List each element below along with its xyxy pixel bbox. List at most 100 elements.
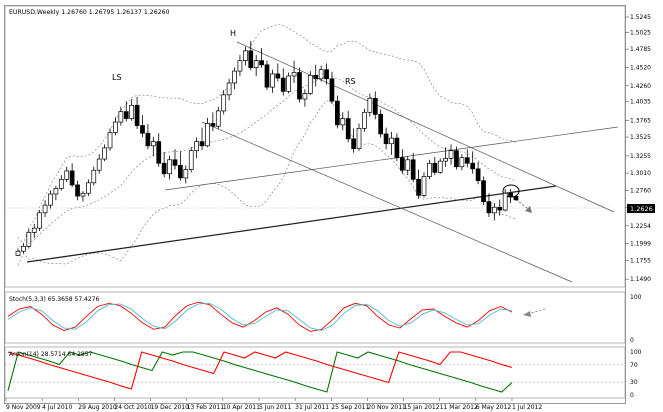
date-tick-label: 4 Jul 2010 — [42, 404, 72, 411]
candle — [232, 67, 237, 90]
trendline — [26, 185, 557, 263]
candle — [427, 159, 432, 180]
price-tick-label: 1.3765 — [630, 117, 651, 124]
candle — [242, 46, 248, 66]
price-tick-label: 1.5245 — [630, 14, 651, 21]
candle — [226, 78, 232, 101]
candle — [178, 151, 183, 181]
aroon-panel: Aroon(14) 28.5714 64.2857 100 70 30 0 — [4, 346, 642, 399]
date-tick-label: 1 Jul 2012 — [512, 404, 542, 411]
date-tick-label: 13 Feb 2011 — [187, 404, 225, 411]
candle — [118, 106, 124, 126]
dashed-arrow-head — [525, 206, 532, 213]
aroon-tick-label: 0 — [630, 392, 634, 399]
price-tick-label: 1.5025 — [630, 29, 651, 36]
candle — [394, 133, 400, 162]
candle — [416, 169, 421, 199]
candle — [481, 176, 486, 206]
price-tick-label: 1.2254 — [630, 223, 651, 230]
candle — [307, 71, 313, 95]
ellipse — [502, 184, 520, 198]
candle — [26, 228, 32, 249]
aroon-tick-label: 30 — [630, 379, 638, 386]
candle — [318, 65, 324, 82]
stoch-axis: 100 0 — [630, 294, 642, 344]
candle — [37, 210, 43, 231]
price-tick-label: 1.2760 — [630, 187, 651, 194]
price-tick-label: 1.1999 — [630, 241, 651, 248]
candle — [58, 175, 64, 191]
candle — [367, 93, 373, 117]
stoch-arrow-head — [523, 311, 531, 317]
candle — [259, 48, 264, 68]
candle — [75, 180, 80, 201]
price-axis: 1.5245 1.5025 1.4785 1.4520 1.4260 1.4035 1.37… — [625, 14, 651, 283]
candle — [123, 101, 129, 122]
stoch-title: Stoch(5,3,3) 65.3658 57.4276 — [9, 296, 100, 303]
price-tick-label: 1.3525 — [630, 134, 651, 141]
candle — [508, 189, 513, 204]
candle — [459, 154, 465, 171]
candlestick-series — [15, 41, 519, 257]
candle — [351, 128, 356, 153]
candle — [221, 89, 227, 115]
bb-middle — [17, 76, 517, 252]
candle — [53, 185, 59, 201]
stochastic-panel: Stoch(5,3,3) 65.3658 57.4276 100 0 — [4, 291, 642, 344]
price-tick-label: 1.4785 — [630, 46, 651, 53]
pattern-label-rs: RS — [345, 77, 356, 86]
candle — [215, 106, 221, 130]
candle — [194, 137, 199, 159]
current-price-box — [627, 204, 655, 213]
candle — [86, 179, 91, 197]
candle — [280, 68, 286, 96]
dashed-arrow — [512, 196, 529, 210]
candle — [286, 72, 292, 94]
price-panel: LS H RS EURUSD,Weekly 1.26760 1.26795 1.… — [4, 5, 655, 288]
candle — [335, 95, 340, 129]
candle — [145, 124, 151, 150]
pattern-label-h: H — [230, 29, 236, 38]
aroon-tick-label: 100 — [630, 349, 642, 356]
candle — [248, 41, 254, 71]
stoch-main-line — [7, 301, 513, 332]
candle — [356, 123, 362, 151]
candle — [237, 55, 243, 76]
stoch-dashed-arrow — [527, 308, 546, 315]
candle — [80, 191, 86, 202]
date-tick-label: 9 Nov 2009 — [6, 404, 41, 411]
candle — [405, 156, 411, 176]
candle — [113, 117, 118, 136]
candle — [410, 152, 416, 183]
bollinger-bands — [17, 24, 517, 266]
candle — [167, 155, 172, 180]
date-tick-label: 25 Sep 2011 — [331, 404, 369, 411]
candle — [345, 110, 351, 143]
candle — [372, 91, 378, 120]
candle — [199, 127, 205, 150]
candle — [102, 144, 107, 162]
candle — [302, 89, 308, 107]
candle — [513, 196, 519, 201]
candle — [437, 158, 443, 174]
aroon-down-line — [7, 351, 513, 390]
candle — [161, 152, 167, 178]
aroon-level-lines — [5, 364, 625, 383]
stoch-tick-label: 100 — [630, 294, 642, 301]
candle — [129, 99, 135, 121]
date-tick-label: 31 Jul 2011 — [295, 404, 329, 411]
candle — [15, 248, 21, 257]
price-tick-label: 1.4035 — [630, 98, 651, 105]
candle — [31, 224, 37, 238]
candle — [150, 136, 156, 157]
date-tick-label: 24 Oct 2010 — [114, 404, 151, 411]
candle — [172, 149, 178, 170]
price-tick-label: 1.3010 — [630, 170, 651, 177]
candle — [183, 165, 189, 184]
candle — [383, 127, 389, 150]
candle — [42, 200, 48, 218]
stoch-signal-line — [7, 302, 513, 331]
candle — [21, 243, 26, 254]
